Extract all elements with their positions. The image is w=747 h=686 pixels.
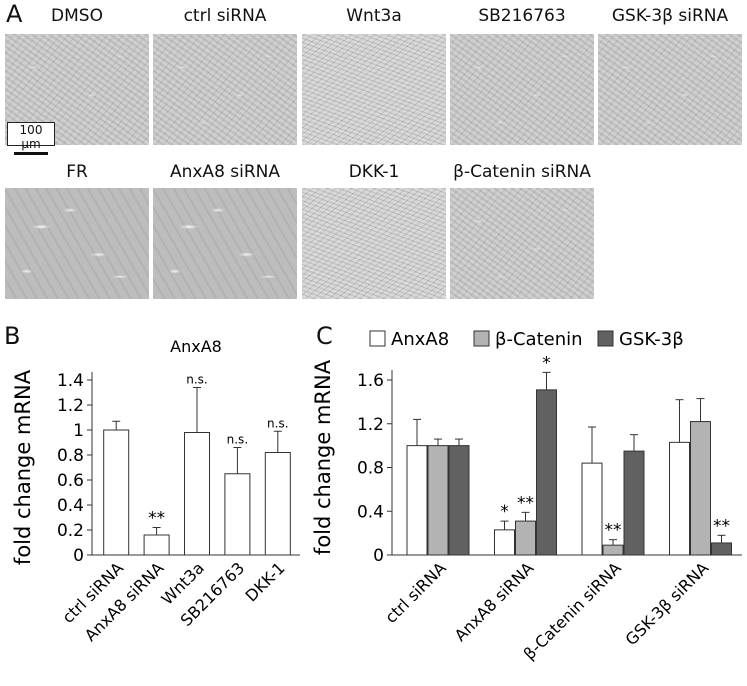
micrograph-image	[153, 188, 297, 299]
legend-label: AnxA8	[391, 329, 449, 350]
micrograph-caption: FR	[66, 162, 88, 182]
bar	[224, 473, 251, 556]
scale-bar-label: 100 µm	[19, 123, 43, 151]
y-tick-label: 0.4	[357, 502, 384, 522]
bar	[623, 450, 645, 556]
micrograph-caption: SB216763	[478, 6, 566, 26]
y-tick-label: 0.2	[57, 521, 84, 541]
y-tick-label: 1.2	[57, 396, 84, 416]
micrograph-image	[153, 34, 297, 145]
y-tick-label: 1	[73, 421, 84, 441]
micrograph-caption: AnxA8 siRNA	[169, 162, 281, 182]
y-tick-label: 1.2	[357, 415, 384, 435]
legend-swatch	[369, 330, 386, 347]
significance-label: n.s.	[186, 373, 208, 387]
y-tick-label: 0	[373, 546, 384, 566]
chart-title: AnxA8	[170, 337, 222, 356]
significance-label: n.s.	[227, 433, 249, 447]
legend-swatch	[473, 330, 490, 347]
bar	[406, 445, 428, 556]
panel-b-letter: B	[4, 322, 21, 350]
significance-label: **	[713, 516, 730, 536]
x-category-label: β-Catenin siRNA	[520, 558, 625, 663]
y-tick-label: 0.4	[57, 496, 84, 516]
y-tick-label: 1.4	[57, 371, 84, 391]
micrograph-image	[302, 34, 446, 145]
significance-label: *	[542, 353, 551, 373]
micrograph-caption: DKK-1	[348, 162, 400, 182]
panel-c-letter: C	[316, 322, 333, 350]
legend-label: β-Catenin	[495, 329, 583, 350]
bar	[427, 445, 449, 556]
x-category-label: AnxA8 siRNA	[451, 558, 538, 645]
bar	[690, 421, 711, 556]
x-category-label: GSK-3β siRNA	[622, 558, 713, 649]
y-axis-label: fold change mRNA	[11, 369, 35, 565]
micrograph-image	[598, 34, 742, 145]
bar	[602, 544, 624, 556]
micrograph-caption: GSK-3β siRNA	[611, 6, 729, 26]
bar	[711, 542, 732, 556]
bar	[184, 432, 210, 556]
y-tick-label: 1.6	[357, 371, 384, 391]
bar	[494, 529, 515, 556]
significance-label: **	[605, 521, 622, 541]
panel-a-letter: A	[6, 0, 23, 28]
y-tick-label: 0.6	[57, 471, 84, 491]
x-category-label: DKK-1	[242, 558, 289, 605]
micrograph-image	[450, 188, 594, 299]
scale-bar: 100 µm	[7, 122, 55, 155]
scale-bar-line	[14, 152, 48, 155]
micrograph-caption: DMSO	[51, 6, 103, 26]
y-tick-label: 0	[73, 546, 84, 566]
significance-label: **	[517, 493, 534, 513]
micrograph-image	[450, 34, 594, 145]
micrograph-caption: ctrl siRNA	[183, 6, 267, 26]
y-tick-label: 0.8	[357, 459, 384, 479]
x-category-label: ctrl siRNA	[381, 558, 450, 627]
y-axis-label: fold change mRNA	[311, 359, 335, 555]
micrograph-image	[5, 188, 149, 299]
y-tick-label: 0.8	[57, 446, 84, 466]
bar	[103, 429, 130, 556]
anxa8-bar-chart: AnxA8 fold change mRNA 0 0.2 0.4 0.6 0.8 1 1.2 1.…	[11, 337, 300, 645]
significance-label: n.s.	[267, 416, 289, 430]
micrograph-caption: β-Catenin siRNA	[453, 162, 591, 182]
bar	[536, 389, 557, 556]
legend-swatch	[597, 330, 614, 347]
bar	[264, 452, 291, 556]
bar	[143, 534, 170, 556]
significance-label: **	[148, 509, 165, 529]
bar	[515, 520, 536, 556]
micrograph-image	[302, 188, 446, 299]
legend-label: GSK-3β	[619, 329, 684, 350]
micrograph-caption: Wnt3a	[346, 6, 402, 26]
bar	[448, 445, 470, 556]
significance-label: *	[500, 502, 509, 522]
grouped-bar-chart: AnxA8 β-Catenin GSK-3β fold change mRNA 0 0.4…	[311, 329, 742, 664]
bar	[581, 462, 603, 556]
bar	[669, 441, 690, 556]
